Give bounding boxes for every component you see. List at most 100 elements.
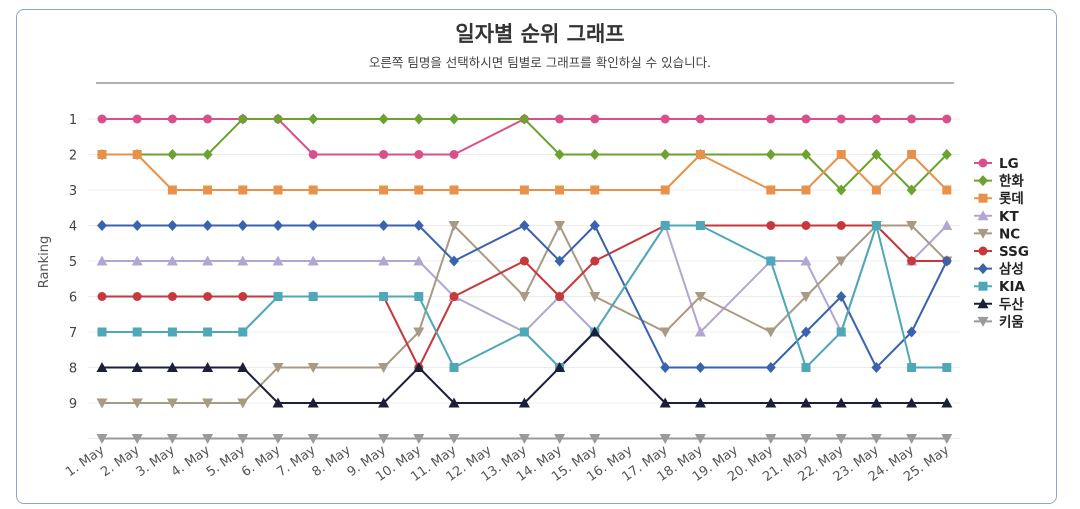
legend-item-1[interactable]: LG: [974, 156, 1019, 172]
data-point: [554, 149, 565, 160]
data-point: [589, 292, 601, 302]
data-point: [203, 114, 213, 124]
data-point: [449, 255, 459, 267]
legend-item-6[interactable]: SSG: [974, 244, 1029, 260]
legend-marker: [978, 246, 988, 256]
legend-label: 삼성: [999, 262, 1024, 278]
data-point: [378, 220, 389, 231]
data-point: [694, 326, 706, 337]
data-point: [307, 397, 319, 408]
legend-label: KT: [999, 209, 1019, 225]
y-tick-label: 5: [69, 255, 77, 270]
y-tick-label: 4: [69, 220, 77, 235]
legend-item-10[interactable]: 키움: [974, 314, 1024, 330]
data-point: [801, 326, 811, 338]
series-lines: [102, 118, 948, 440]
data-point: [871, 149, 882, 160]
legend-item-5[interactable]: NC: [974, 226, 1020, 242]
data-point: [238, 292, 248, 301]
data-point: [413, 113, 424, 125]
data-point: [836, 184, 847, 196]
data-point: [800, 397, 812, 408]
data-point: [131, 398, 143, 409]
data-point: [907, 256, 917, 266]
data-point: [942, 114, 952, 124]
series-line-5: [102, 224, 948, 404]
data-point: [273, 185, 283, 195]
data-point: [871, 362, 882, 373]
y-tick-label: 8: [69, 362, 77, 377]
legend-item-7[interactable]: 삼성: [974, 262, 1024, 278]
data-point: [97, 150, 107, 159]
data-point: [449, 150, 459, 159]
legend-item-9[interactable]: 두산: [974, 296, 1024, 313]
data-point: [554, 362, 566, 372]
data-point: [835, 256, 847, 267]
data-point: [237, 220, 248, 231]
data-point: [97, 220, 107, 231]
data-point: [765, 362, 776, 373]
data-point: [766, 114, 776, 124]
data-point: [942, 363, 952, 372]
data-point: [413, 434, 425, 444]
data-point: [202, 398, 214, 409]
data-point: [414, 185, 424, 195]
data-point: [870, 397, 882, 408]
data-point: [202, 149, 213, 160]
data-point: [518, 292, 530, 302]
data-point: [166, 434, 178, 444]
data-point: [378, 363, 390, 373]
y-tick-label: 2: [69, 149, 77, 164]
data-point: [379, 185, 389, 195]
legend-item-2[interactable]: 한화: [974, 174, 1024, 190]
y-axis-ticks: 1 2 3 4 5 6 7 8 9: [69, 113, 77, 412]
data-point: [519, 113, 530, 125]
data-point: [167, 114, 177, 124]
x-tick-label: 5. May: [204, 443, 248, 480]
data-point: [237, 434, 249, 444]
data-point: [237, 113, 248, 125]
data-point: [167, 220, 178, 231]
legend-item-4[interactable]: KT: [974, 209, 1019, 225]
legend-label: 두산: [999, 296, 1024, 313]
data-point: [518, 397, 530, 408]
data-point: [449, 363, 459, 372]
data-point: [413, 220, 424, 231]
legend-item-8[interactable]: KIA: [974, 279, 1025, 295]
data-point: [97, 114, 107, 124]
data-point: [907, 150, 917, 159]
data-point: [308, 113, 319, 125]
y-tick-label: 1: [69, 113, 77, 128]
data-point: [202, 362, 214, 372]
data-point: [272, 397, 284, 408]
data-point: [660, 185, 670, 195]
data-point: [941, 255, 952, 267]
x-tick-label: 4. May: [169, 443, 213, 480]
legend-item-3[interactable]: 롯데: [974, 191, 1024, 207]
data-point: [166, 362, 178, 372]
data-point: [590, 185, 600, 195]
data-point: [519, 256, 529, 266]
data-point: [695, 221, 705, 230]
data-point: [907, 363, 917, 372]
data-point: [132, 327, 142, 337]
legend-marker: [978, 281, 988, 291]
data-point: [166, 255, 178, 266]
data-point: [942, 185, 952, 195]
data-point: [97, 292, 107, 301]
data-point: [589, 149, 600, 160]
data-point: [413, 255, 425, 266]
series-markers: [96, 113, 953, 444]
data-point: [202, 434, 214, 444]
data-point: [167, 149, 178, 160]
chart-subtitle: 오른쪽 팀명을 선택하시면 팀별로 그래프를 확인하실 수 있습니다.: [368, 55, 712, 70]
data-point: [659, 327, 671, 338]
data-point: [941, 149, 952, 160]
data-point: [132, 114, 142, 124]
data-point: [836, 327, 846, 337]
data-point: [519, 220, 530, 231]
chart-title: 일자별 순위 그래프: [455, 22, 625, 46]
data-point: [941, 434, 953, 444]
data-point: [871, 221, 881, 230]
